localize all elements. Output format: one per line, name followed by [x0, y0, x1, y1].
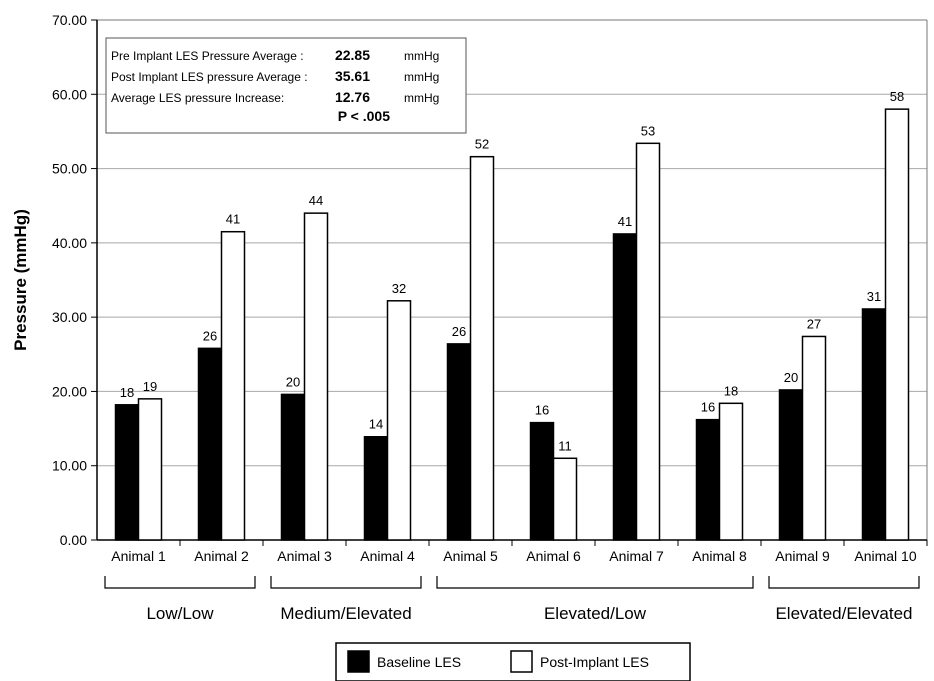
x-category-label: Animal 5 — [443, 548, 498, 564]
bar-baseline — [612, 233, 638, 541]
legend-swatch-baseline — [347, 650, 370, 673]
bar-post-implant — [552, 457, 578, 541]
annotation-row-label: Post Implant LES pressure Average : — [111, 70, 308, 84]
annotation-row-value: 35.61 — [335, 68, 370, 84]
bar-post-implant — [220, 230, 246, 541]
data-label-post-implant: 41 — [226, 212, 240, 227]
data-label-baseline: 20 — [286, 374, 300, 389]
bar-post-implant — [718, 402, 744, 541]
group-bracket — [768, 576, 920, 589]
y-tick-label: 60.00 — [52, 86, 87, 102]
annotation-row-label: Pre Implant LES Pressure Average : — [111, 49, 304, 63]
group-label: Low/Low — [146, 604, 214, 623]
data-label-baseline: 18 — [120, 385, 134, 400]
bar-post-implant — [884, 108, 910, 541]
data-label-baseline: 26 — [203, 328, 217, 343]
data-label-post-implant: 11 — [558, 438, 572, 453]
group-bracket — [104, 576, 256, 589]
bar-post-implant — [386, 300, 412, 541]
bar-post-implant — [635, 142, 661, 541]
group-label: Elevated/Low — [544, 604, 647, 623]
bar-baseline — [529, 421, 555, 541]
data-label-post-implant: 44 — [309, 193, 323, 208]
annotation-row-label: Average LES pressure Increase: — [111, 91, 284, 105]
bar-baseline — [778, 389, 804, 541]
bar-baseline — [363, 435, 389, 541]
legend-label-post-implant: Post-Implant LES — [540, 654, 649, 670]
data-label-baseline: 16 — [535, 403, 549, 418]
x-category-label: Animal 1 — [111, 548, 166, 564]
y-tick-label: 30.00 — [52, 309, 87, 325]
data-label-post-implant: 19 — [143, 379, 157, 394]
data-label-post-implant: 53 — [641, 123, 655, 138]
bar-post-implant — [137, 398, 163, 541]
x-category-label: Animal 4 — [360, 548, 415, 564]
x-category-label: Animal 8 — [692, 548, 747, 564]
y-tick-label: 20.00 — [52, 383, 87, 399]
y-tick-label: 70.00 — [52, 12, 87, 28]
data-label-baseline: 16 — [701, 400, 715, 415]
bar-baseline — [280, 393, 306, 541]
annotation-row-unit: mmHg — [404, 91, 439, 105]
group-label: Medium/Elevated — [280, 604, 411, 623]
y-tick-label: 50.00 — [52, 161, 87, 177]
data-label-post-implant: 58 — [890, 89, 904, 104]
data-label-post-implant: 27 — [807, 316, 821, 331]
legend-label-baseline: Baseline LES — [377, 654, 461, 670]
data-label-baseline: 14 — [369, 417, 383, 432]
x-category-label: Animal 10 — [854, 548, 916, 564]
x-category-label: Animal 3 — [277, 548, 332, 564]
x-category-label: Animal 2 — [194, 548, 249, 564]
bar-baseline — [114, 404, 140, 541]
bar-baseline — [197, 347, 223, 541]
group-label: Elevated/Elevated — [775, 604, 912, 623]
y-tick-label: 10.00 — [52, 458, 87, 474]
group-bracket — [436, 576, 754, 589]
annotation-row-unit: mmHg — [404, 49, 439, 63]
x-category-label: Animal 9 — [775, 548, 830, 564]
y-axis-label: Pressure (mmHg) — [11, 209, 30, 351]
data-label-baseline: 31 — [867, 289, 881, 304]
bar-post-implant — [469, 155, 495, 541]
data-label-post-implant: 32 — [392, 281, 406, 296]
annotation-row-unit: mmHg — [404, 70, 439, 84]
group-bracket — [270, 576, 422, 589]
annotation-row-value: 22.85 — [335, 47, 370, 63]
annotation-significance: P < .005 — [338, 108, 391, 124]
bar-post-implant — [303, 212, 329, 541]
data-label-post-implant: 52 — [475, 137, 489, 152]
bar-baseline — [695, 418, 721, 541]
annotation-box — [105, 37, 467, 134]
data-label-baseline: 41 — [618, 214, 632, 229]
x-category-label: Animal 7 — [609, 548, 664, 564]
y-tick-label: 0.00 — [60, 532, 87, 548]
legend-swatch-post-implant — [510, 650, 533, 673]
data-label-baseline: 26 — [452, 324, 466, 339]
bar-post-implant — [801, 335, 827, 541]
bar-baseline — [861, 308, 887, 541]
annotation-row-value: 12.76 — [335, 89, 370, 105]
data-label-baseline: 20 — [784, 370, 798, 385]
x-category-label: Animal 6 — [526, 548, 581, 564]
bar-baseline — [446, 343, 472, 541]
y-tick-label: 40.00 — [52, 235, 87, 251]
data-label-post-implant: 18 — [724, 383, 738, 398]
